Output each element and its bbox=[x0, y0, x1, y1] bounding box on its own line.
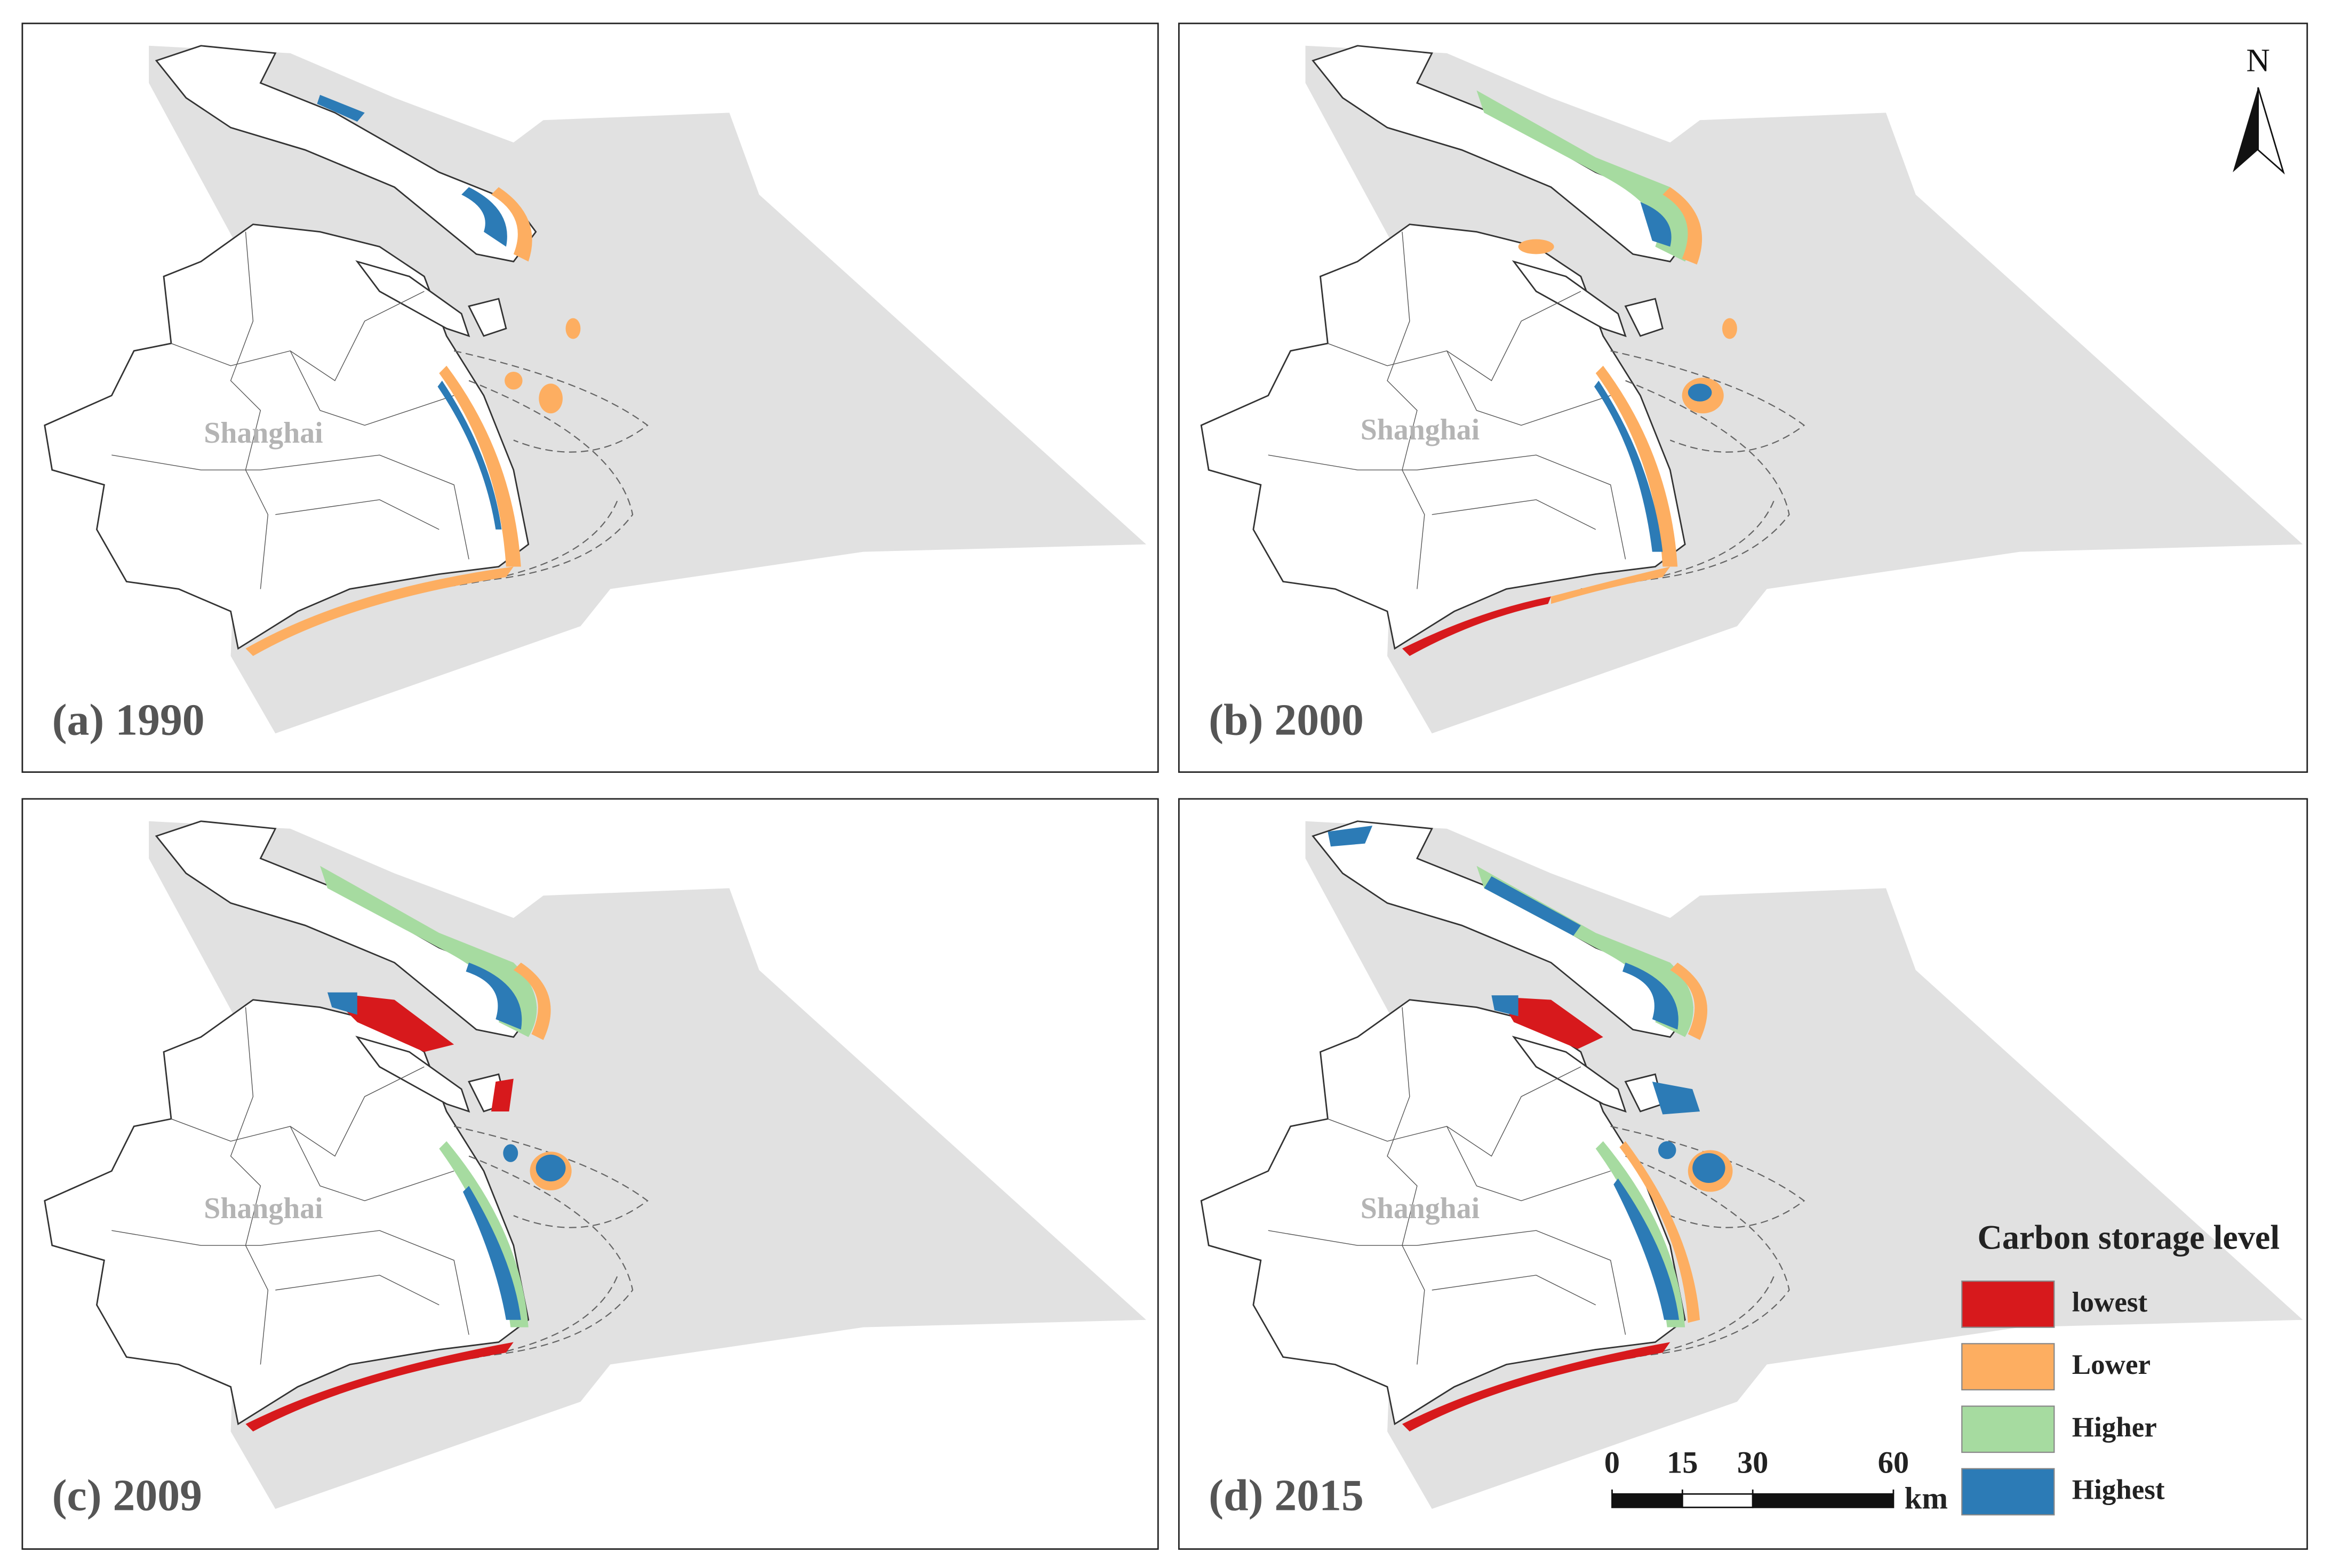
city-label: Shanghai bbox=[1361, 1192, 1480, 1225]
panel-label: (d) 2015 bbox=[1209, 1471, 1364, 1521]
north-arrow bbox=[2257, 87, 2285, 175]
legend-swatch bbox=[1961, 1468, 2055, 1516]
map-panel: Shanghai (a) 1990 bbox=[44, 45, 1147, 745]
legend-label: Highest bbox=[2072, 1475, 2165, 1506]
legend-swatch bbox=[1961, 1281, 2055, 1328]
legend-swatch bbox=[1961, 1343, 2055, 1390]
scale-label: 30 bbox=[1737, 1445, 1769, 1480]
scale-label: 0 bbox=[1604, 1445, 1620, 1480]
legend-label: lowest bbox=[2072, 1287, 2148, 1318]
city-label: Shanghai bbox=[1361, 413, 1480, 446]
scale-segment bbox=[1611, 1493, 1683, 1508]
north-label: N bbox=[2247, 42, 2270, 78]
north-arrow bbox=[2233, 87, 2258, 172]
legend-title: Carbon storage level bbox=[1977, 1219, 2280, 1257]
map-panel: Shanghai (d) 2015 bbox=[1200, 820, 2304, 1521]
map-panel: Shanghai (b) 2000 bbox=[1200, 45, 2304, 745]
city-label: Shanghai bbox=[204, 1192, 323, 1225]
legend-label: Higher bbox=[2072, 1412, 2157, 1443]
legend-label: Lower bbox=[2072, 1349, 2151, 1380]
panel-label: (a) 1990 bbox=[52, 695, 205, 745]
city-label: Shanghai bbox=[204, 417, 323, 450]
scale-segment bbox=[1681, 1493, 1754, 1508]
scale-label: 60 bbox=[1878, 1445, 1909, 1480]
panel-label: (c) 2009 bbox=[52, 1471, 202, 1521]
scale-unit: km bbox=[1905, 1481, 1948, 1516]
map-panel: Shanghai (c) 2009 bbox=[44, 820, 1147, 1521]
panel-label: (b) 2000 bbox=[1209, 695, 1364, 745]
scale-segment bbox=[1752, 1493, 1895, 1508]
legend-swatch bbox=[1961, 1405, 2055, 1453]
scale-label: 15 bbox=[1667, 1445, 1698, 1480]
legend: lowest Lower Higher Highest bbox=[1961, 1281, 2165, 1516]
